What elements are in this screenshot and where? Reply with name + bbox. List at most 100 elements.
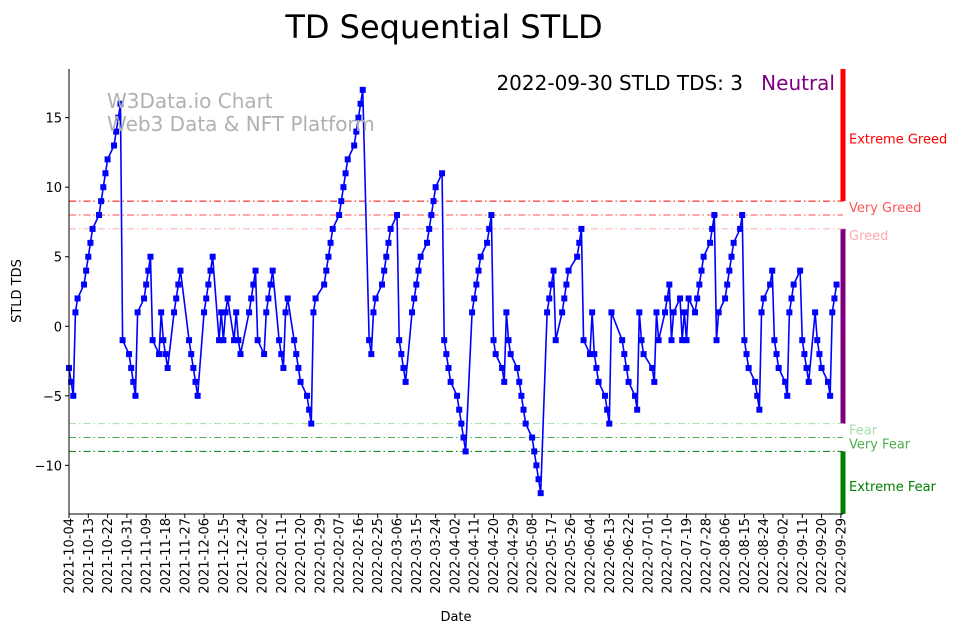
data-point xyxy=(308,420,315,427)
data-point xyxy=(194,392,201,399)
data-point xyxy=(709,225,716,232)
data-point xyxy=(141,295,148,302)
data-point xyxy=(269,267,276,274)
data-point xyxy=(640,351,647,358)
data-point xyxy=(587,351,594,358)
x-tick-label: 2022-03-06 xyxy=(391,518,406,594)
x-tick-label: 2021-11-09 xyxy=(140,518,155,594)
data-point xyxy=(520,406,527,413)
data-point xyxy=(574,253,581,260)
x-tick-label: 2021-12-24 xyxy=(236,518,251,594)
data-point xyxy=(486,225,493,232)
data-point xyxy=(100,184,107,191)
data-point xyxy=(439,170,446,177)
data-point xyxy=(394,212,401,219)
data-point xyxy=(357,100,364,107)
data-point xyxy=(799,337,806,344)
data-point xyxy=(280,364,287,371)
data-point xyxy=(803,364,810,371)
x-tick-label: 2022-04-11 xyxy=(468,518,483,594)
data-point xyxy=(162,351,169,358)
data-point xyxy=(111,142,118,149)
data-point xyxy=(529,434,536,441)
data-point xyxy=(552,337,559,344)
data-point xyxy=(250,281,257,288)
data-point xyxy=(96,212,103,219)
data-point xyxy=(492,351,499,358)
data-point xyxy=(160,337,167,344)
data-point xyxy=(220,337,227,344)
data-point xyxy=(649,364,656,371)
data-point xyxy=(192,378,199,385)
x-tick-label: 2022-01-11 xyxy=(275,518,290,594)
x-tick-label: 2022-03-15 xyxy=(410,518,425,594)
data-point xyxy=(651,378,658,385)
data-point xyxy=(201,309,208,316)
data-point xyxy=(814,337,821,344)
data-point xyxy=(550,267,557,274)
x-tick-label: 2022-06-13 xyxy=(603,518,618,594)
data-point xyxy=(726,267,733,274)
data-point xyxy=(812,309,819,316)
data-point xyxy=(829,309,836,316)
data-point xyxy=(692,309,699,316)
series-group xyxy=(66,86,840,497)
data-point xyxy=(400,364,407,371)
x-tick-label: 2022-04-29 xyxy=(506,518,521,594)
data-point xyxy=(636,309,643,316)
data-point xyxy=(531,448,538,455)
data-point xyxy=(81,281,88,288)
data-point xyxy=(173,295,180,302)
data-point xyxy=(790,281,797,288)
data-point xyxy=(411,295,418,302)
data-point xyxy=(773,351,780,358)
data-point xyxy=(224,295,231,302)
data-point xyxy=(473,281,480,288)
data-point xyxy=(190,364,197,371)
data-point xyxy=(265,295,272,302)
data-point xyxy=(340,184,347,191)
data-point xyxy=(694,295,701,302)
chart-title: TD Sequential STLD xyxy=(284,8,602,46)
data-point xyxy=(559,309,566,316)
data-point xyxy=(344,156,351,163)
data-point xyxy=(310,309,317,316)
data-point xyxy=(469,309,476,316)
data-point xyxy=(522,420,529,427)
data-point xyxy=(171,309,178,316)
data-point xyxy=(372,295,379,302)
x-tick-label: 2021-11-27 xyxy=(178,518,193,594)
data-point xyxy=(801,351,808,358)
x-tick-label: 2022-07-28 xyxy=(699,518,714,594)
data-point xyxy=(276,337,283,344)
data-point xyxy=(595,378,602,385)
data-point xyxy=(606,420,613,427)
x-tick-label: 2022-04-20 xyxy=(487,518,502,594)
data-point xyxy=(578,225,585,232)
data-point xyxy=(306,406,313,413)
x-tick-label: 2022-05-17 xyxy=(545,518,560,594)
data-point xyxy=(516,378,523,385)
threshold-label-4: Very Fear xyxy=(849,438,911,453)
y-tick-label: −5 xyxy=(43,390,62,405)
data-point xyxy=(501,378,508,385)
data-point xyxy=(325,253,332,260)
data-point xyxy=(737,225,744,232)
data-point xyxy=(443,351,450,358)
y-tick-label: 0 xyxy=(54,320,62,335)
data-point xyxy=(756,406,763,413)
x-tick-label: 2021-10-04 xyxy=(63,518,78,594)
threshold-lines xyxy=(69,200,843,452)
data-point xyxy=(379,281,386,288)
data-point xyxy=(700,253,707,260)
data-point xyxy=(83,267,90,274)
data-point xyxy=(98,198,105,205)
data-point xyxy=(561,295,568,302)
data-point xyxy=(833,281,840,288)
data-point xyxy=(591,351,598,358)
data-point xyxy=(797,267,804,274)
data-point xyxy=(471,295,478,302)
threshold-label-3: Fear xyxy=(849,424,878,439)
x-tick-label: 2022-01-20 xyxy=(294,518,309,594)
data-point xyxy=(248,295,255,302)
